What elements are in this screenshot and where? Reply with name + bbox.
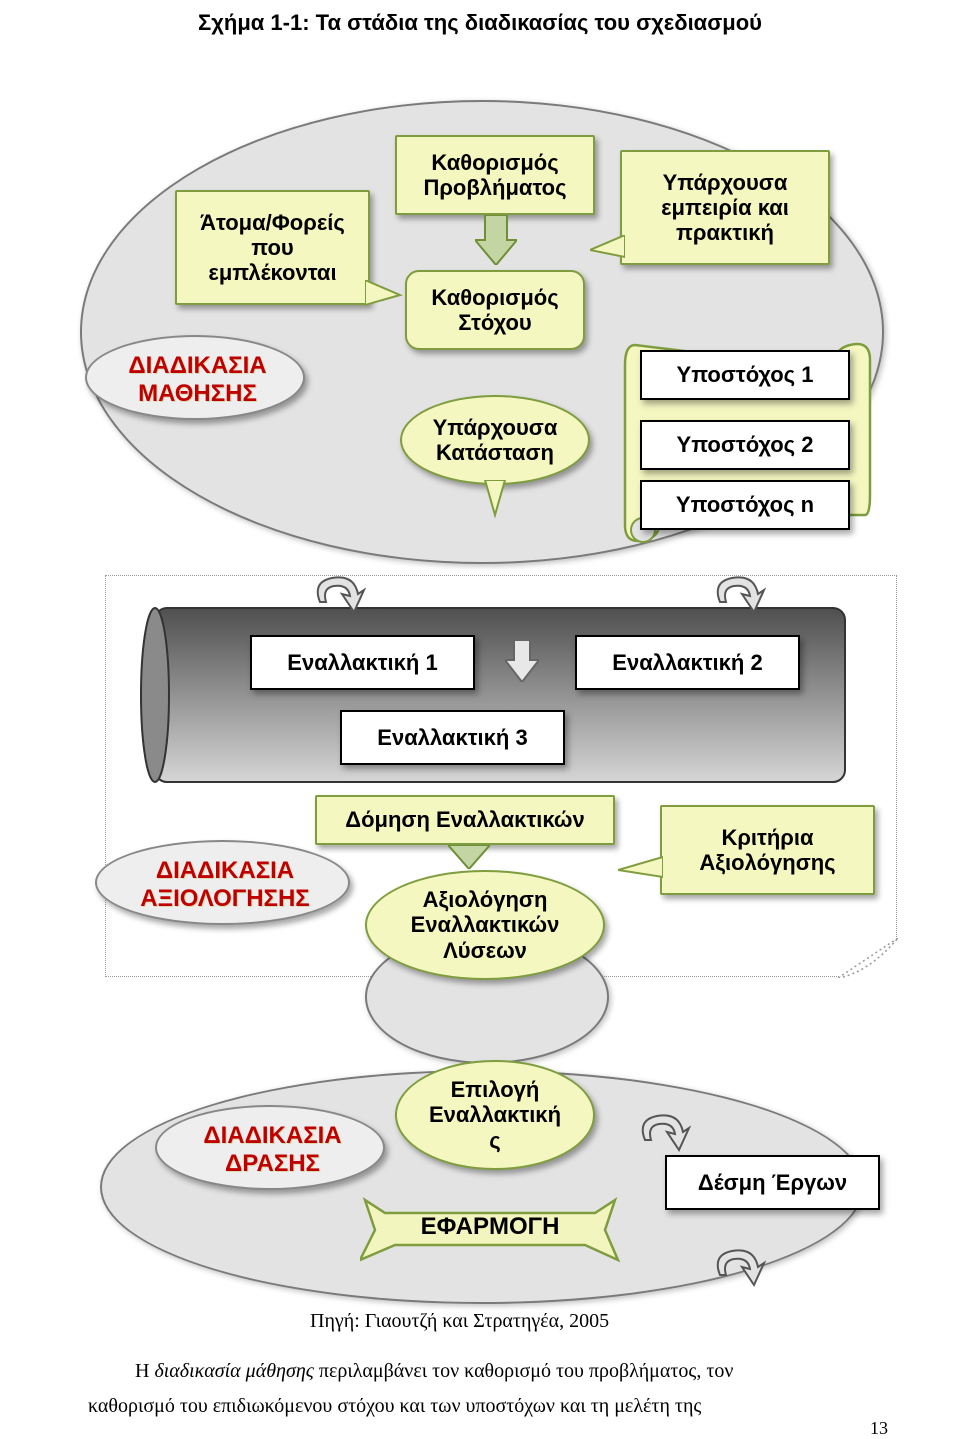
proc-label-learning: ΔΙΑΔΙΚΑΣΙΑ ΜΑΘΗΣΗΣ xyxy=(100,352,295,408)
node-ypostoxos-1-label: Υποστόχος 1 xyxy=(677,362,814,387)
para-line-2: καθορισμό του επιδιωκόμενου στόχου και τ… xyxy=(88,1395,878,1418)
swirl-2 xyxy=(710,572,766,621)
node-domisi-label: Δόμηση Εναλλακτικών xyxy=(345,807,584,832)
source-line: Πηγή: Γιαουτζή και Στρατηγέα, 2005 xyxy=(310,1310,609,1333)
node-atoma-foreis: Άτομα/Φορείς που εμπλέκονται xyxy=(175,190,370,305)
callout-tail-atoma xyxy=(365,280,405,320)
node-epilogi: Επιλογή Εναλλακτική ς xyxy=(395,1060,595,1170)
node-axiologisi-label: Αξιολόγηση Εναλλακτικών Λύσεων xyxy=(411,887,560,963)
node-ypostoxos-2-label: Υποστόχος 2 xyxy=(677,432,814,457)
node-desmi-ergon: Δέσμη Έργων xyxy=(665,1155,880,1210)
page-number: 13 xyxy=(870,1418,888,1439)
node-efarmogi-label: ΕΦΑΡΜΟΓΗ xyxy=(360,1213,620,1241)
node-domisi: Δόμηση Εναλλακτικών xyxy=(315,795,615,845)
callout-tail-empeiria xyxy=(590,235,625,270)
callout-tail-kritiria xyxy=(618,855,663,885)
node-ypostoxos-1: Υποστόχος 1 xyxy=(640,350,850,400)
panel-fold-icon xyxy=(838,938,898,978)
node-kathorismos-stoxou: Καθορισμός Στόχου xyxy=(405,270,585,350)
node-epilogi-label: Επιλογή Εναλλακτική ς xyxy=(429,1077,561,1153)
para-1-rest: περιλαμβάνει τον καθορισμό του προβλήματ… xyxy=(314,1360,734,1382)
node-yparxousa-katastasi-label: Υπάρχουσα Κατάσταση xyxy=(433,415,558,466)
node-enallaktiki-2-label: Εναλλακτική 2 xyxy=(612,650,762,675)
node-axiologisi: Αξιολόγηση Εναλλακτικών Λύσεων xyxy=(365,870,605,980)
node-kathorismos-stoxou-label: Καθορισμός Στόχου xyxy=(431,285,558,336)
node-kritiria: Κριτήρια Αξιολόγησης xyxy=(660,805,875,895)
para-1-italic: διαδικασία μάθησης xyxy=(154,1360,313,1382)
node-enallaktiki-1-label: Εναλλακτική 1 xyxy=(287,650,437,675)
proc-label-action: ΔΙΑΔΙΚΑΣΙΑ ΔΡΑΣΗΣ xyxy=(170,1122,375,1178)
node-yparxousa-empeiria-label: Υπάρχουσα εμπειρία και πρακτική xyxy=(661,170,789,246)
swirl-3 xyxy=(635,1110,691,1159)
node-enallaktiki-1: Εναλλακτική 1 xyxy=(250,635,475,690)
node-ypostoxos-n: Υποστόχος n xyxy=(640,480,850,530)
node-enallaktiki-3-label: Εναλλακτική 3 xyxy=(377,725,527,750)
arrow-prob-to-stoxos xyxy=(475,215,517,265)
arrow-between-alts xyxy=(505,640,539,682)
proc-label-evaluation: ΔΙΑΔΙΚΑΣΙΑ ΑΞΙΟΛΟΓΗΣΗΣ xyxy=(110,857,340,913)
swirl-4 xyxy=(710,1245,766,1294)
arrow-under-domisi xyxy=(448,845,490,869)
para-1-lead: Η xyxy=(135,1360,154,1382)
node-ypostoxos-n-label: Υποστόχος n xyxy=(676,492,814,517)
swirl-1 xyxy=(310,572,366,621)
node-atoma-foreis-label: Άτομα/Φορείς που εμπλέκονται xyxy=(200,210,345,286)
node-desmi-ergon-label: Δέσμη Έργων xyxy=(698,1170,847,1195)
figure-title: Σχήμα 1-1: Τα στάδια της διαδικασίας του… xyxy=(0,10,960,36)
node-kathorismos-problimatos: Καθορισμός Προβλήματος xyxy=(395,135,595,215)
node-kritiria-label: Κριτήρια Αξιολόγησης xyxy=(699,825,835,876)
para-line-1: Η διαδικασία μάθησης περιλαμβάνει τον κα… xyxy=(135,1360,875,1383)
node-yparxousa-empeiria: Υπάρχουσα εμπειρία και πρακτική xyxy=(620,150,830,265)
node-kathorismos-problimatos-label: Καθορισμός Προβλήματος xyxy=(423,150,566,201)
node-efarmogi: ΕΦΑΡΜΟΓΗ xyxy=(360,1195,620,1265)
node-enallaktiki-2: Εναλλακτική 2 xyxy=(575,635,800,690)
node-ypostoxos-2: Υποστόχος 2 xyxy=(640,420,850,470)
node-enallaktiki-3: Εναλλακτική 3 xyxy=(340,710,565,765)
node-yparxousa-katastasi: Υπάρχουσα Κατάσταση xyxy=(400,395,590,485)
callout-tail-katastasi xyxy=(475,480,515,520)
